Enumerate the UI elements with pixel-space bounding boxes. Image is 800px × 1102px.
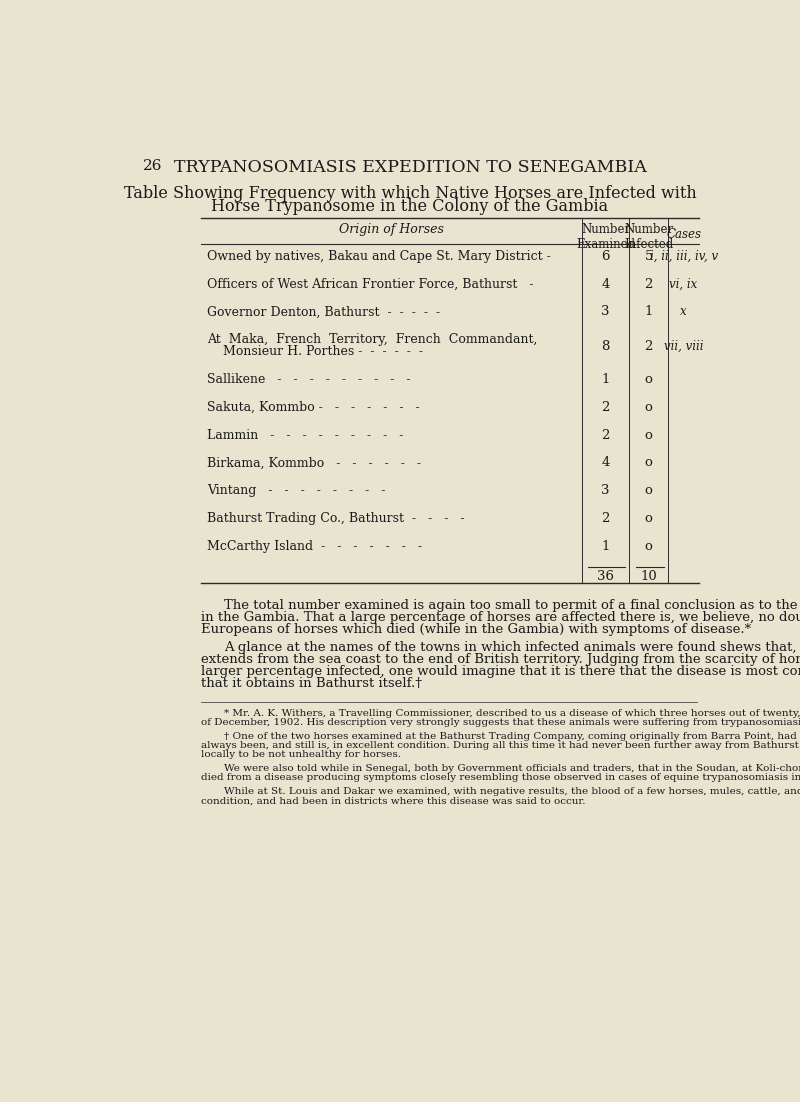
Text: that it obtains in Bathurst itself.†: that it obtains in Bathurst itself.†: [201, 677, 422, 690]
Text: locally to be not unhealthy for horses.: locally to be not unhealthy for horses.: [201, 750, 401, 759]
Text: Officers of West African Frontier Force, Bathurst   -: Officers of West African Frontier Force,…: [207, 278, 534, 291]
Text: 4: 4: [602, 456, 610, 469]
Text: 3: 3: [602, 305, 610, 318]
Text: 1: 1: [602, 374, 610, 386]
Text: i, ii, iii, iv, v: i, ii, iii, iv, v: [650, 250, 718, 263]
Text: 2: 2: [602, 401, 610, 414]
Text: o: o: [645, 456, 653, 469]
Text: condition, and had been in districts where this disease was said to occur.: condition, and had been in districts whe…: [201, 797, 586, 806]
Text: A glance at the names of the towns in which infected animals were found shews th: A glance at the names of the towns in wh…: [224, 641, 800, 653]
Text: larger percentage infected, one would imagine that it is there that the disease : larger percentage infected, one would im…: [201, 665, 800, 678]
Text: Cases: Cases: [666, 228, 701, 240]
Text: 2: 2: [645, 341, 653, 353]
Text: died from a disease producing symptoms closely resembling those observed in case: died from a disease producing symptoms c…: [201, 774, 800, 782]
Text: 3: 3: [602, 484, 610, 497]
Text: Bathurst Trading Co., Bathurst  -   -   -   -: Bathurst Trading Co., Bathurst - - - -: [207, 511, 465, 525]
Text: o: o: [645, 401, 653, 414]
Text: The total number examined is again too small to permit of a final conclusion as : The total number examined is again too s…: [224, 598, 800, 612]
Text: Number
Examined: Number Examined: [576, 223, 635, 251]
Text: 4: 4: [602, 278, 610, 291]
Text: o: o: [645, 511, 653, 525]
Text: TRYPANOSOMIASIS EXPEDITION TO SENEGAMBIA: TRYPANOSOMIASIS EXPEDITION TO SENEGAMBIA: [174, 159, 646, 176]
Text: o: o: [645, 540, 653, 552]
Text: † One of the two horses examined at the Bathurst Trading Company, coming origina: † One of the two horses examined at the …: [224, 732, 800, 741]
Text: 1: 1: [645, 305, 653, 318]
Text: of December, 1902. His description very strongly suggests that these animals wer: of December, 1902. His description very …: [201, 717, 800, 727]
Text: Sallikene   -   -   -   -   -   -   -   -   -: Sallikene - - - - - - - - -: [207, 374, 410, 386]
Text: Monsieur H. Porthes -  -  -  -  -  -: Monsieur H. Porthes - - - - - -: [207, 345, 423, 358]
Text: in the Gambia. That a large percentage of horses are affected there is, we belie: in the Gambia. That a large percentage o…: [201, 611, 800, 624]
Text: x: x: [680, 305, 687, 318]
Text: 2: 2: [602, 429, 610, 442]
Text: 10: 10: [640, 570, 657, 583]
Text: 8: 8: [602, 341, 610, 353]
Text: Origin of Horses: Origin of Horses: [339, 223, 444, 236]
Text: Governor Denton, Bathurst  -  -  -  -  -: Governor Denton, Bathurst - - - - -: [207, 305, 440, 318]
Text: 5: 5: [645, 250, 653, 263]
Text: 1: 1: [602, 540, 610, 552]
Text: vii, viii: vii, viii: [664, 341, 703, 353]
Text: Birkama, Kommbo   -   -   -   -   -   -: Birkama, Kommbo - - - - - -: [207, 456, 421, 469]
Text: While at St. Louis and Dakar we examined, with negative results, the blood of a : While at St. Louis and Dakar we examined…: [224, 787, 800, 796]
Text: 6: 6: [602, 250, 610, 263]
Text: 2: 2: [645, 278, 653, 291]
Text: Vintang   -   -   -   -   -   -   -   -: Vintang - - - - - - - -: [207, 484, 386, 497]
Text: Europeans of horses which died (while in the Gambia) with symptoms of disease.*: Europeans of horses which died (while in…: [201, 623, 751, 636]
Text: o: o: [645, 429, 653, 442]
Text: Horse Trypanosome in the Colony of the Gambia: Horse Trypanosome in the Colony of the G…: [211, 198, 609, 216]
Text: 26: 26: [142, 159, 162, 173]
Text: 36: 36: [597, 570, 614, 583]
Text: 2: 2: [602, 511, 610, 525]
Text: Number
Infected: Number Infected: [624, 223, 674, 251]
Text: always been, and still is, in excellent condition. During all this time it had n: always been, and still is, in excellent …: [201, 741, 800, 750]
Text: McCarthy Island  -   -   -   -   -   -   -: McCarthy Island - - - - - - -: [207, 540, 422, 552]
Text: Owned by natives, Bakau and Cape St. Mary District -: Owned by natives, Bakau and Cape St. Mar…: [207, 250, 550, 263]
Text: We were also told while in Senegal, both by Government officials and traders, th: We were also told while in Senegal, both…: [224, 764, 800, 773]
Text: At  Maka,  French  Territory,  French  Commandant,: At Maka, French Territory, French Comman…: [207, 333, 538, 346]
Text: Lammin   -   -   -   -   -   -   -   -   -: Lammin - - - - - - - - -: [207, 429, 403, 442]
Text: vi, ix: vi, ix: [670, 278, 698, 291]
Text: * Mr. A. K. Withers, a Travelling Commissioner, described to us a disease of whi: * Mr. A. K. Withers, a Travelling Commis…: [224, 709, 800, 717]
Text: Table Showing Frequency with which Native Horses are Infected with: Table Showing Frequency with which Nativ…: [124, 185, 696, 202]
Text: extends from the sea coast to the end of British territory. Judging from the sca: extends from the sea coast to the end of…: [201, 652, 800, 666]
Text: o: o: [645, 374, 653, 386]
Text: Sakuta, Kommbo -   -   -   -   -   -   -: Sakuta, Kommbo - - - - - - -: [207, 401, 419, 414]
Text: o: o: [645, 484, 653, 497]
